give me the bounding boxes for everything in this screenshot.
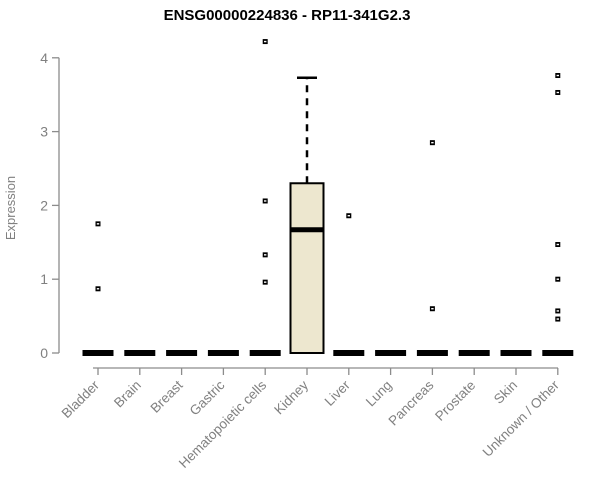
y-tick-label: 2 (40, 197, 48, 213)
x-tick-label: Prostate (432, 378, 478, 424)
outlier-point-center (264, 281, 267, 283)
outlier-point-center (556, 74, 559, 77)
outlier-point-center (264, 200, 267, 202)
outlier-point-center (347, 215, 350, 217)
outlier-point-center (264, 40, 267, 43)
outlier-point-center (556, 318, 559, 320)
y-tick-label: 0 (40, 345, 48, 361)
outlier-point-center (96, 223, 100, 225)
x-tick-label: Unknown / Other (480, 377, 563, 460)
y-tick-label: 4 (40, 50, 48, 66)
x-tick-label: Lung (363, 378, 395, 410)
x-tick-label: Pancreas (386, 377, 437, 428)
x-tick-label: Liver (322, 377, 354, 409)
outlier-point-center (264, 254, 267, 256)
y-axis-title: Expression (3, 175, 18, 241)
outlier-point-center (96, 288, 100, 290)
box-kidney (289, 182, 325, 354)
y-tick-label: 1 (40, 271, 48, 287)
x-tick-label: Bladder (59, 377, 103, 421)
outlier-point-center (556, 243, 559, 246)
x-tick-label: Kidney (271, 377, 311, 417)
y-tick-label: 3 (40, 124, 48, 140)
x-tick-label: Gastric (187, 377, 228, 418)
outlier-point-center (556, 91, 559, 94)
outlier-point-center (431, 141, 434, 144)
chart-title: ENSG00000224836 - RP11-341G2.3 (163, 7, 411, 24)
x-tick-label: Skin (491, 378, 520, 407)
outlier-point-center (431, 308, 434, 310)
x-tick-label: Breast (148, 377, 186, 415)
outlier-point-center (556, 310, 559, 312)
x-tick-label: Brain (111, 378, 144, 411)
outlier-point-center (556, 278, 559, 280)
